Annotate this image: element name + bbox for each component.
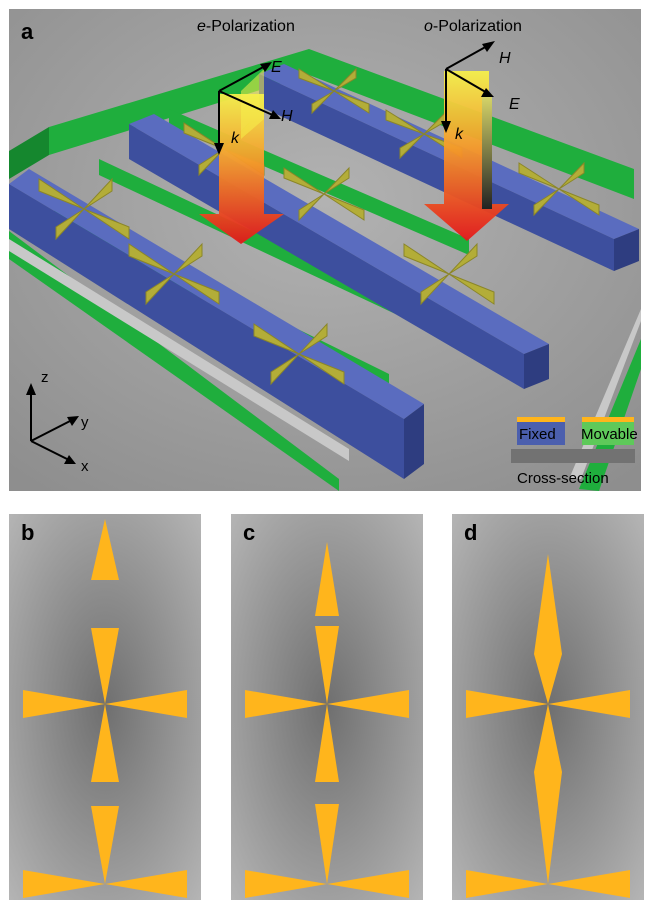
panel-a-3d-schematic: a e-Polarization o-Polarization E H k H … bbox=[9, 9, 641, 491]
panel-label-b: b bbox=[21, 520, 34, 545]
e-polarization-beam bbox=[199, 69, 284, 244]
panel-b-top-view: b bbox=[9, 514, 201, 900]
panel-c-nanostructures bbox=[245, 542, 409, 898]
legend-cross-section: Cross-section bbox=[517, 470, 609, 487]
panel-label-c: c bbox=[243, 520, 255, 545]
panel-b-nanostructures bbox=[23, 519, 187, 898]
panel-label-a: a bbox=[21, 19, 34, 44]
cross-section-legend bbox=[511, 417, 635, 463]
o-polarization-title: o-Polarization bbox=[424, 18, 522, 35]
o-pol-k-label: k bbox=[455, 126, 464, 143]
gold-bowties bbox=[38, 67, 600, 386]
axes-triad bbox=[26, 383, 79, 464]
panel-d-nanostructures bbox=[466, 554, 630, 898]
axis-x-label: x bbox=[81, 458, 89, 475]
legend-movable: Movable bbox=[581, 426, 638, 443]
panel-c-top-view: c bbox=[231, 514, 423, 900]
axis-z-label: z bbox=[41, 369, 49, 386]
e-pol-E-label: E bbox=[271, 59, 282, 76]
panel-d-top-view: d bbox=[452, 514, 644, 900]
e-polarization-vectors bbox=[214, 62, 281, 155]
e-pol-H-label: H bbox=[281, 108, 293, 125]
o-pol-H-label: H bbox=[499, 50, 511, 67]
o-polarization-vectors bbox=[441, 41, 495, 133]
axis-y-label: y bbox=[81, 414, 89, 431]
e-polarization-title: e-Polarization bbox=[197, 18, 295, 35]
e-pol-k-label: k bbox=[231, 130, 240, 147]
panel-label-d: d bbox=[464, 520, 477, 545]
legend-fixed: Fixed bbox=[519, 426, 556, 443]
o-pol-E-label: E bbox=[509, 96, 520, 113]
